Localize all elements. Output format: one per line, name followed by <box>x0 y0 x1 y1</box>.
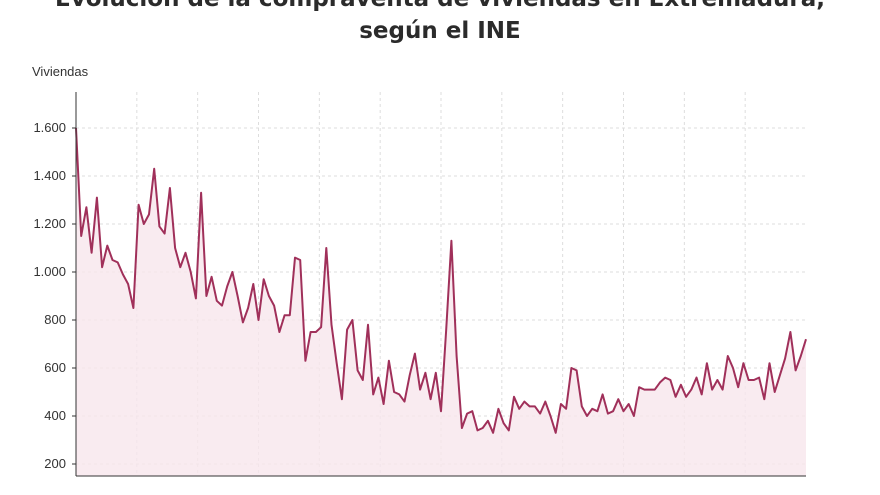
chart-title-line-2: según el INE <box>359 18 521 44</box>
y-tick-label: 1.000 <box>33 264 66 279</box>
series-area <box>76 128 806 476</box>
chart-title-line-1: Evolución de la compraventa de viviendas… <box>0 0 880 12</box>
y-tick-label: 800 <box>44 312 66 327</box>
y-tick-label: 200 <box>44 456 66 471</box>
y-tick-label: 600 <box>44 360 66 375</box>
y-tick-label: 1.200 <box>33 216 66 231</box>
y-tick-label: 1.600 <box>33 120 66 135</box>
series-line <box>75 127 807 434</box>
y-tick-label: 400 <box>44 408 66 423</box>
y-tick-label: 1.400 <box>33 168 66 183</box>
y-axis-label: Viviendas <box>32 64 89 79</box>
